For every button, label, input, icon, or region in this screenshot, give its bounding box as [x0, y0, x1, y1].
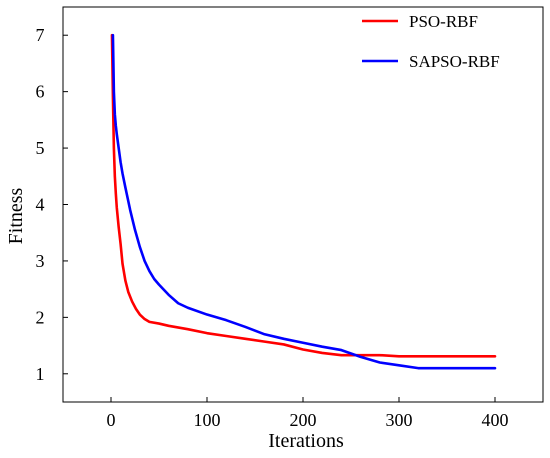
y-tick-label: 7 [36, 25, 45, 45]
y-tick-label: 5 [36, 138, 45, 158]
x-axis-label: Iterations [268, 430, 344, 452]
series-line-sapso-rbf [111, 33, 497, 370]
x-tick-label: 0 [107, 410, 116, 430]
legend-label-pso-rbf: PSO-RBF [409, 12, 478, 31]
legend: PSO-RBF SAPSO-RBF [362, 12, 500, 71]
y-tick-label: 2 [36, 307, 45, 327]
legend-label-sapso-rbf: SAPSO-RBF [409, 52, 500, 71]
x-tick-label: 300 [386, 410, 413, 430]
y-tick-label: 4 [36, 195, 45, 215]
x-tick-label: 200 [290, 410, 317, 430]
y-tick-label: 6 [36, 82, 45, 102]
x-axis-ticks: 0 100 200 300 400 [107, 397, 509, 430]
y-axis-label: Fitness [5, 187, 27, 244]
series-line-pso-rbf [110, 33, 497, 358]
series-lines [110, 33, 497, 370]
y-tick-label: 3 [36, 251, 45, 271]
x-tick-label: 100 [194, 410, 221, 430]
y-tick-label: 1 [36, 364, 45, 384]
y-axis-ticks: 1 2 3 4 5 6 7 [36, 25, 68, 384]
x-tick-label: 400 [482, 410, 509, 430]
